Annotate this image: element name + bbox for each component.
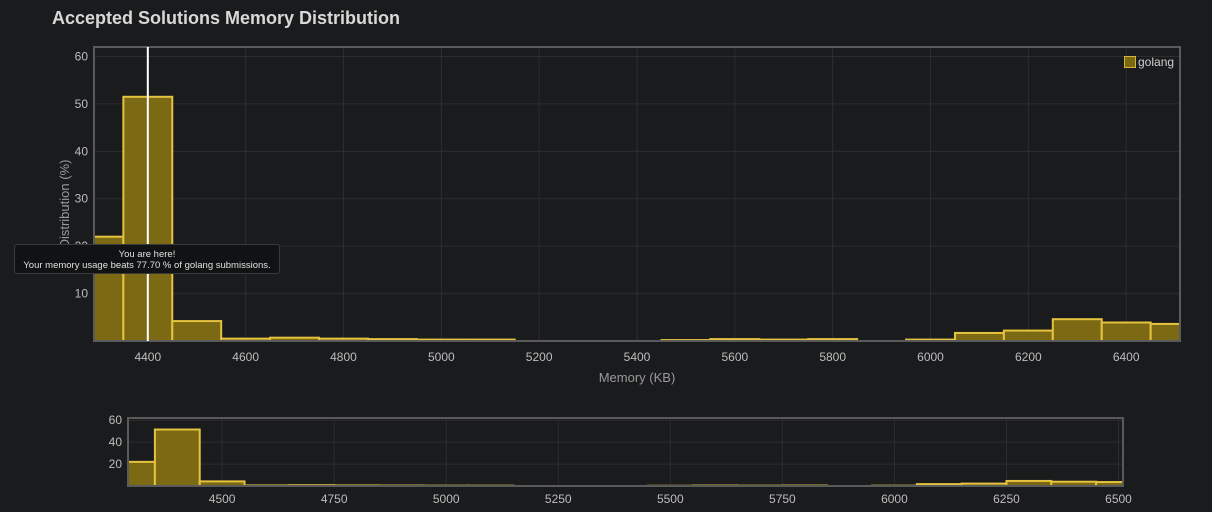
tooltip-heading: You are here! <box>118 249 176 260</box>
navigator-bar <box>127 460 156 488</box>
main-frame <box>93 46 1181 342</box>
main-x-tick-label: 4400 <box>134 350 161 364</box>
main-x-tick-label: 4800 <box>330 350 357 364</box>
main-x-tick-label: 4600 <box>232 350 259 364</box>
legend[interactable]: golang <box>1124 55 1174 69</box>
main-bar <box>1002 329 1054 343</box>
navigator-y-tick-label: 60 <box>109 413 123 427</box>
navigator-x-tick-label: 5750 <box>769 492 796 506</box>
main-y-tick-label: 50 <box>75 97 89 111</box>
main-x-tick-label: 5200 <box>526 350 553 364</box>
position-tooltip: You are here! Your memory usage beats 77… <box>14 244 280 274</box>
legend-swatch <box>1124 56 1136 68</box>
main-x-tick-label: 5000 <box>428 350 455 364</box>
main-x-tick-label: 6400 <box>1113 350 1140 364</box>
navigator-x-tick-label: 6500 <box>1105 492 1132 506</box>
navigator-bar <box>153 428 201 488</box>
navigator-y-tick-label: 20 <box>109 457 123 471</box>
main-y-tick-label: 60 <box>75 49 89 63</box>
navigator-x-tick-label: 6000 <box>881 492 908 506</box>
main-x-tick-label: 6000 <box>917 350 944 364</box>
navigator-x-tick-label: 4500 <box>209 492 236 506</box>
main-bar <box>1149 322 1182 343</box>
navigator-x-tick-label: 6250 <box>993 492 1020 506</box>
main-y-tick-label: 30 <box>75 192 89 206</box>
legend-label: golang <box>1138 55 1175 69</box>
navigator-x-tick-label: 5250 <box>545 492 572 506</box>
main-bar <box>1051 318 1103 343</box>
x-axis-title: Memory (KB) <box>599 370 676 385</box>
tooltip-text: Your memory usage beats 77.70 % of golan… <box>23 260 271 271</box>
y-axis-title: Distribution (%) <box>57 160 72 249</box>
main-x-tick-label: 5400 <box>624 350 651 364</box>
main-bar <box>1100 321 1152 342</box>
main-y-tick-label: 10 <box>75 287 89 301</box>
main-x-tick-label: 5800 <box>819 350 846 364</box>
chart-title: Accepted Solutions Memory Distribution <box>52 8 401 28</box>
navigator-y-tick-label: 40 <box>109 435 123 449</box>
main-bar <box>171 320 223 342</box>
navigator-frame <box>127 417 1124 487</box>
main-y-tick-label: 40 <box>75 144 89 158</box>
navigator-x-tick-label: 5000 <box>433 492 460 506</box>
navigator-x-tick-label: 5500 <box>657 492 684 506</box>
main-x-tick-label: 5600 <box>721 350 748 364</box>
navigator-x-tick-label: 4750 <box>321 492 348 506</box>
main-x-tick-label: 6200 <box>1015 350 1042 364</box>
main-bar <box>953 331 1005 343</box>
